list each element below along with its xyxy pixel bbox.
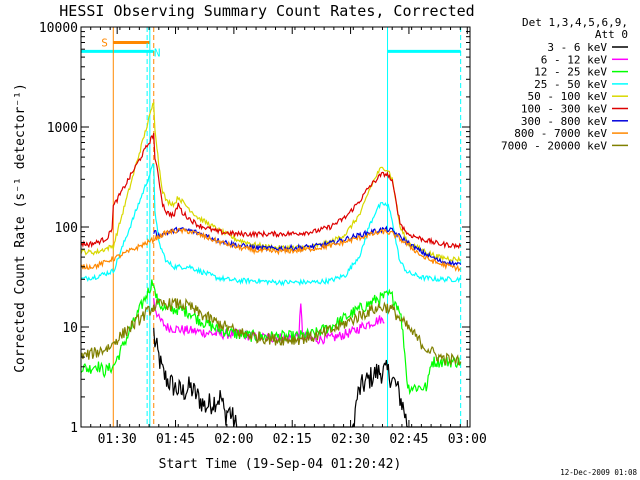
series-line-2 [80,279,462,396]
y-tick-label-3: 1000 [47,121,78,136]
series-line-5 [80,132,462,250]
x-tick-label-4: 02:30 [331,432,370,447]
x-axis-label: Start Time (19-Sep-04 01:20:42) [159,457,402,472]
legend-label-2: 12 - 25 keV [534,66,607,79]
series-line-7 [80,227,461,273]
chart-title: HESSI Observing Summary Count Rates, Cor… [59,2,474,20]
series-line-8 [80,297,462,366]
x-tick-label-0: 01:30 [98,432,137,447]
legend-label-0: 3 - 6 keV [547,41,607,54]
x-tick-label-1: 01:45 [156,432,195,447]
series-line-0 [153,327,461,428]
series-lines [80,102,462,428]
saa-label: S [101,36,108,49]
legend-label-7: 800 - 7000 keV [514,127,607,140]
axes: 01:30 01:45 02:00 02:15 02:30 02:45 03:00 1 10 10… [39,21,487,447]
series-line-3 [80,163,462,287]
legend-header-line1: Det 1,3,4,5,6,9, [522,16,628,29]
x-tick-label-2: 02:00 [214,432,253,447]
legend-label-5: 100 - 300 keV [521,103,607,116]
annotations: S N [101,36,160,59]
generation-date: 12-Dec-2009 01:08 [560,468,637,477]
legend-header-line2: Att 0 [595,28,628,41]
legend-label-1: 6 - 12 keV [541,53,608,66]
plot-frame [80,26,471,428]
x-tick-label-5: 02:45 [389,432,428,447]
legend-label-3: 25 - 50 keV [534,78,607,91]
x-tick-label-3: 02:15 [273,432,312,447]
night-label: N [154,46,161,59]
y-tick-label-0: 1 [70,421,78,436]
y-tick-label-2: 100 [55,221,78,236]
y-tick-label-4: 10000 [39,21,78,36]
y-axis-label: Corrected Count Rate (s⁻¹ detector⁻¹) [13,83,28,373]
y-tick-label-1: 10 [62,321,78,336]
legend-label-4: 50 - 100 keV [528,90,608,103]
legend-label-6: 300 - 800 keV [521,115,607,128]
legend-label-8: 7000 - 20000 keV [501,139,607,152]
x-tick-label-6: 03:00 [448,432,487,447]
